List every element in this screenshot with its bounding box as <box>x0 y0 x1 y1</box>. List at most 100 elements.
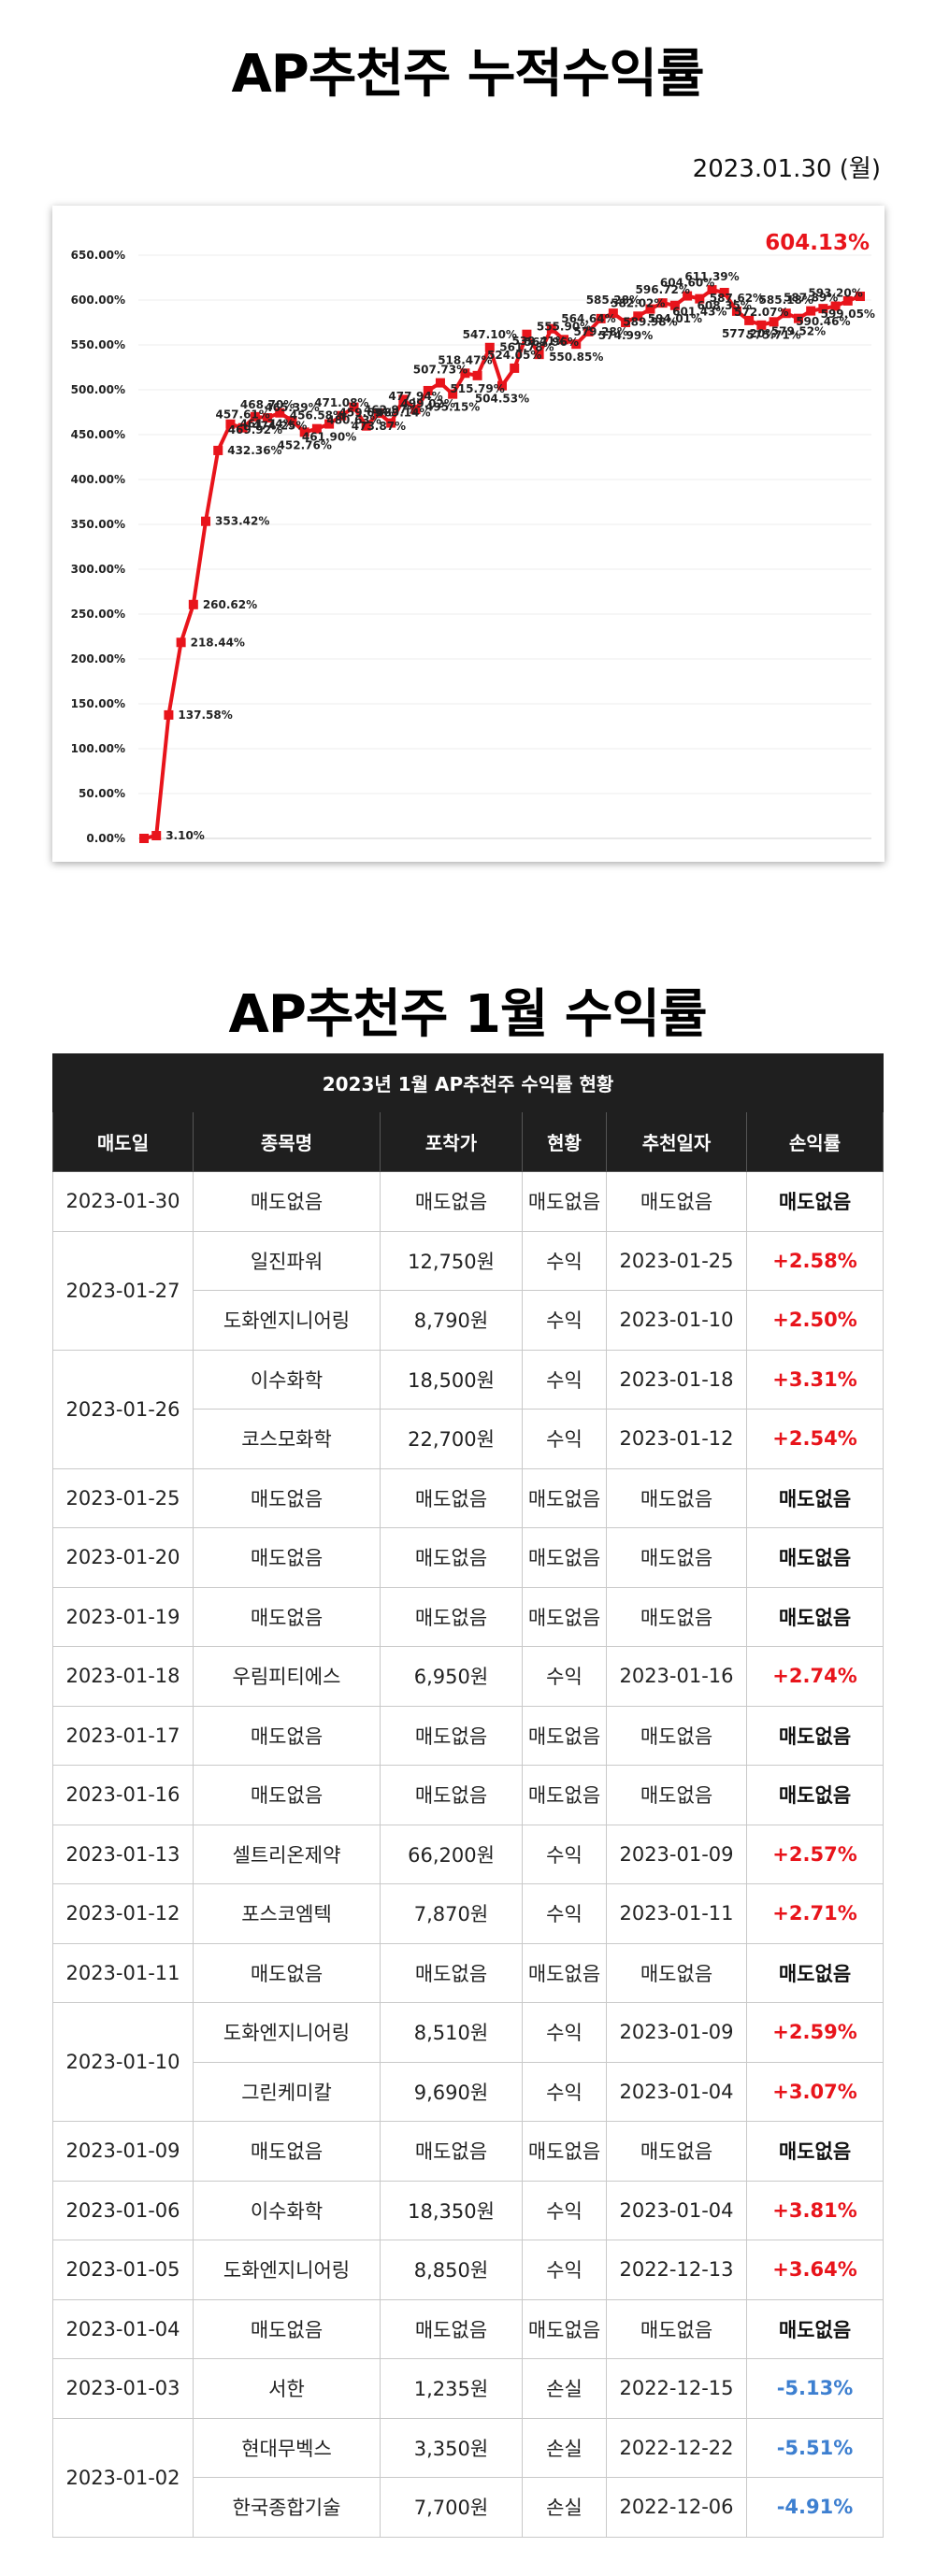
recommend-date-cell: 2023-01-16 <box>606 1646 747 1707</box>
latest-return-label: 604.13% <box>765 231 870 255</box>
data-label: 489.14% <box>376 406 430 419</box>
table-row: 도화엔지니어링 8,790원 수익 2023-01-10 +2.50% <box>53 1290 885 1351</box>
data-point <box>657 298 668 308</box>
recommend-date-cell: 2022-12-13 <box>606 2240 747 2300</box>
status-cell: 수익 <box>522 1290 607 1351</box>
recommend-date-cell: 매도없음 <box>606 1705 747 1766</box>
returns-table: 2023년 1월 AP추천주 수익률 현황 매도일 종목명 포착가 현황 추천일… <box>51 1053 885 2538</box>
data-point <box>669 300 680 310</box>
data-point <box>769 317 779 327</box>
status-cell: 수익 <box>522 1824 607 1884</box>
sell-date-cell: 2023-01-09 <box>52 2121 194 2182</box>
column-header-sell-date: 매도일 <box>52 1111 194 1172</box>
data-point <box>225 419 236 429</box>
data-label: 459.69% <box>339 407 394 420</box>
status-cell: 매도없음 <box>522 1467 607 1528</box>
status-cell: 손실 <box>522 2358 607 2419</box>
entry-price-cell: 7,870원 <box>380 1883 523 1944</box>
data-label: 469.92% <box>228 423 282 436</box>
recommend-date-cell: 2023-01-11 <box>606 1883 747 1944</box>
entry-price-cell: 1,235원 <box>380 2358 523 2419</box>
data-label: 555.90% <box>537 320 591 333</box>
data-label: 457.61% <box>215 408 269 422</box>
data-point <box>237 422 248 433</box>
data-point <box>176 637 186 648</box>
recommend-date-cell: 매도없음 <box>606 1586 747 1647</box>
data-label: 137.58% <box>178 708 232 722</box>
data-point <box>608 308 618 319</box>
entry-price-cell: 18,350원 <box>380 2180 523 2240</box>
data-point <box>806 306 816 316</box>
recommend-date-cell: 2023-01-09 <box>606 2002 747 2063</box>
y-tick-label: 100.00% <box>71 742 125 755</box>
data-point <box>213 445 223 455</box>
data-label: 524.05% <box>487 349 541 362</box>
sell-date-cell: 2023-01-25 <box>52 1467 194 1528</box>
column-header-entry-price: 포착가 <box>380 1111 523 1172</box>
stock-name-cell: 매도없음 <box>193 2121 381 2182</box>
data-label: 589.98% <box>623 316 677 329</box>
profit-rate-cell: +2.57% <box>745 1824 885 1884</box>
profit-rate-cell: +3.81% <box>745 2180 885 2240</box>
status-cell: 매도없음 <box>522 2298 607 2359</box>
status-cell: 매도없음 <box>522 1942 607 2003</box>
y-tick-label: 200.00% <box>71 652 125 665</box>
column-header-status: 현황 <box>522 1111 607 1172</box>
status-cell: 수익 <box>522 2180 607 2240</box>
report-date: 2023.01.30 (월) <box>692 155 881 183</box>
sell-date-cell: 2023-01-26 <box>52 1349 194 1469</box>
status-cell: 수익 <box>522 1409 607 1469</box>
data-label: 579.28% <box>573 325 627 338</box>
y-tick-label: 450.00% <box>71 428 125 441</box>
status-cell: 매도없음 <box>522 1171 607 1232</box>
data-point <box>695 293 705 304</box>
data-label: 572.07% <box>734 306 788 319</box>
data-label: 461.90% <box>302 431 356 444</box>
recommend-date-cell: 매도없음 <box>606 1467 747 1528</box>
stock-name-cell: 이수화학 <box>193 2180 381 2240</box>
data-point <box>337 410 347 421</box>
entry-price-cell: 매도없음 <box>380 1586 523 1647</box>
profit-rate-cell: 매도없음 <box>745 1765 885 1825</box>
table-row: 2023-01-16 매도없음 매도없음 매도없음 매도없음 매도없음 <box>52 1765 885 1825</box>
profit-rate-cell: +3.07% <box>745 2061 885 2122</box>
data-label: 567.96% <box>525 336 579 349</box>
data-label: 601.43% <box>672 306 726 319</box>
entry-price-cell: 18,500원 <box>380 1349 523 1410</box>
status-cell: 수익 <box>522 1349 607 1410</box>
recommend-date-cell: 2023-01-04 <box>606 2061 747 2122</box>
column-header-stock-name: 종목명 <box>193 1111 381 1172</box>
status-cell: 수익 <box>522 1646 607 1707</box>
data-point <box>386 418 396 428</box>
table-row: 2023-01-17 매도없음 매도없음 매도없음 매도없음 매도없음 <box>52 1705 885 1766</box>
recommend-date-cell: 매도없음 <box>606 2298 747 2359</box>
data-point <box>546 323 556 334</box>
sell-date-cell: 2023-01-12 <box>52 1883 194 1944</box>
entry-price-cell: 매도없음 <box>380 1527 523 1588</box>
status-cell: 수익 <box>522 2240 607 2300</box>
stock-name-cell: 일진파워 <box>193 1230 381 1291</box>
profit-rate-cell: 매도없음 <box>745 2121 885 2182</box>
data-point <box>645 304 655 314</box>
data-point <box>510 363 520 373</box>
status-cell: 매도없음 <box>522 1527 607 1588</box>
stock-name-cell: 매도없음 <box>193 1765 381 1825</box>
data-point <box>287 416 297 426</box>
profit-rate-cell: +2.71% <box>745 1883 885 1944</box>
status-cell: 수익 <box>522 2002 607 2063</box>
data-label: 594.01% <box>648 312 702 325</box>
stock-name-cell: 한국종합기술 <box>193 2477 381 2538</box>
table-row: 2023-01-09 매도없음 매도없음 매도없음 매도없음 매도없음 <box>52 2121 885 2182</box>
stock-name-cell: 매도없음 <box>193 2298 381 2359</box>
sell-date-cell: 2023-01-18 <box>52 1646 194 1707</box>
recommend-date-cell: 2022-12-15 <box>606 2358 747 2419</box>
recommend-date-cell: 매도없음 <box>606 1765 747 1825</box>
y-tick-label: 600.00% <box>71 293 125 307</box>
recommend-date-cell: 2023-01-25 <box>606 1230 747 1291</box>
data-label: 461.74% <box>239 418 294 431</box>
data-point <box>633 311 643 322</box>
recommend-date-cell: 2023-01-04 <box>606 2180 747 2240</box>
data-point <box>263 413 273 423</box>
data-point <box>398 394 409 405</box>
data-label: 577.20% <box>722 327 776 340</box>
